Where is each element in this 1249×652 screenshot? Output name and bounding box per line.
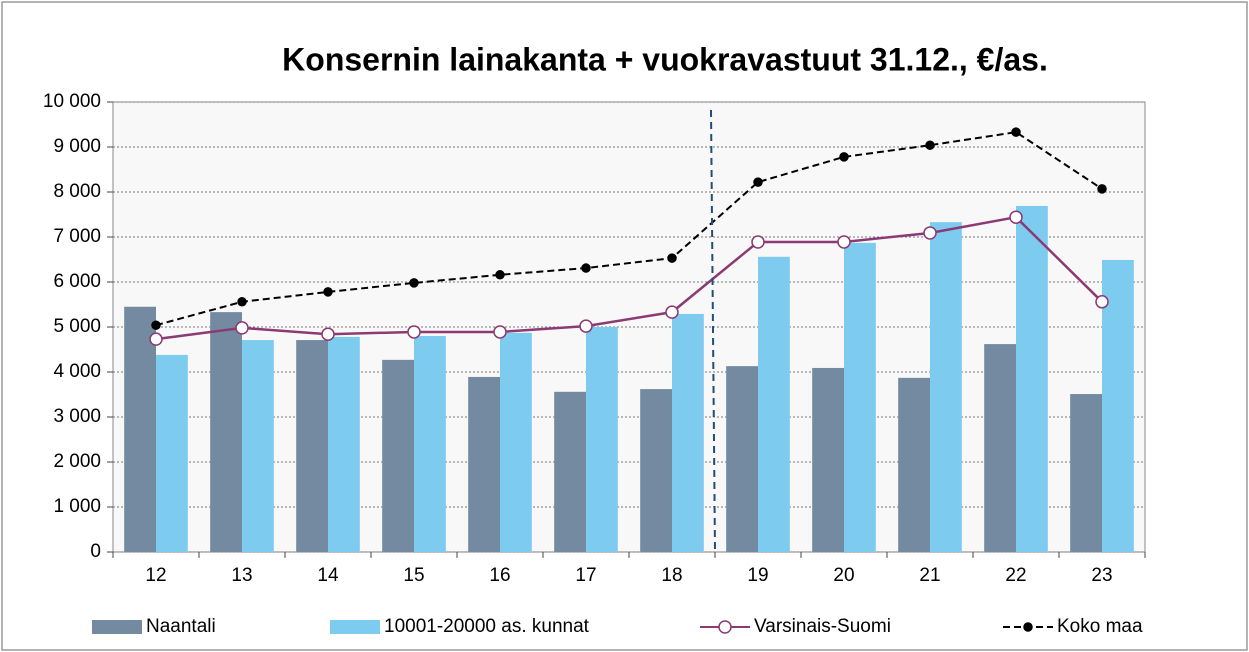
marker — [753, 177, 763, 187]
y-tick-label: 6 000 — [53, 271, 101, 292]
bar — [156, 354, 188, 552]
x-tick-label: 15 — [403, 565, 424, 586]
marker — [409, 278, 419, 288]
x-tick-label: 19 — [747, 565, 768, 586]
bar — [758, 256, 790, 552]
marker — [1011, 127, 1021, 137]
marker — [151, 320, 161, 330]
marker — [923, 226, 937, 240]
y-tick-label: 5 000 — [53, 316, 101, 337]
x-tick-label: 14 — [317, 565, 339, 586]
chart-title: Konsernin lainakanta + vuokravastuut 31.… — [282, 41, 1048, 77]
x-tick-label: 17 — [575, 565, 596, 586]
bar — [296, 340, 328, 552]
marks — [124, 127, 1134, 552]
y-tick-label: 4 000 — [53, 361, 101, 382]
marker — [235, 321, 249, 335]
bar — [1016, 205, 1048, 552]
marker — [1097, 184, 1107, 194]
bar — [382, 359, 414, 552]
bar — [672, 313, 704, 552]
line — [155, 215, 1103, 341]
bar — [812, 367, 844, 552]
bar — [898, 377, 930, 552]
bar — [468, 376, 500, 552]
bar — [124, 306, 156, 552]
marker — [237, 297, 247, 307]
marker — [581, 263, 591, 273]
bar — [414, 336, 446, 552]
bar — [210, 312, 242, 552]
x-tick-label: 16 — [489, 565, 510, 586]
marker — [925, 140, 935, 150]
y-tick-label: 1 000 — [53, 496, 101, 517]
y-tick-label: 0 — [90, 541, 101, 562]
marker — [665, 305, 679, 319]
x-tick-label: 22 — [1005, 565, 1026, 586]
legend-label: Naantali — [146, 616, 216, 637]
bar — [726, 366, 758, 552]
bar — [554, 391, 586, 552]
legend-marker — [1023, 622, 1033, 632]
legend-label: Varsinais-Suomi — [754, 616, 891, 637]
y-tick-label: 7 000 — [53, 226, 101, 247]
period-divider — [710, 109, 716, 553]
bar — [640, 389, 672, 552]
y-tick-label: 2 000 — [53, 451, 101, 472]
y-tick-label: 9 000 — [53, 136, 101, 157]
y-tick-label: 8 000 — [53, 181, 101, 202]
bar — [242, 340, 274, 552]
marker — [751, 235, 765, 249]
x-tick-label: 20 — [833, 565, 854, 586]
x-tick-label: 12 — [145, 565, 166, 586]
marker — [321, 327, 335, 341]
marker — [1095, 295, 1109, 309]
legend-label: Koko maa — [1057, 616, 1143, 637]
bar — [930, 222, 962, 552]
marker — [149, 332, 163, 346]
marker — [493, 325, 507, 339]
marker — [667, 253, 677, 263]
legend-marker — [718, 620, 732, 634]
marker — [1009, 210, 1023, 224]
x-tick-label: 18 — [661, 565, 682, 586]
y-tick-label: 3 000 — [53, 406, 101, 427]
bar — [1102, 259, 1134, 552]
marker — [837, 235, 851, 249]
marker — [839, 152, 849, 162]
marker — [495, 270, 505, 280]
legend-label: 10001-20000 as. kunnat — [384, 616, 590, 637]
y-tick-label: 10 000 — [43, 91, 101, 112]
bar — [328, 336, 360, 552]
legend-swatch — [330, 620, 380, 634]
bar — [1070, 394, 1102, 552]
bar — [984, 344, 1016, 552]
bar — [586, 327, 618, 552]
bar — [844, 242, 876, 552]
legend: Naantali 10001-20000 as. kunnat Varsinais-… — [92, 616, 1143, 637]
marker — [579, 319, 593, 333]
legend-swatch — [92, 620, 142, 634]
grid: 0 1 000 2 000 3 000 4 000 5 000 6 000 7 000 8 00… — [43, 91, 1146, 586]
x-tick-label: 13 — [231, 565, 252, 586]
marker — [323, 287, 333, 297]
x-tick-label: 21 — [919, 565, 940, 586]
bar — [500, 332, 532, 552]
x-tick-label: 23 — [1091, 565, 1112, 586]
line — [155, 131, 1103, 327]
marker — [407, 325, 421, 339]
